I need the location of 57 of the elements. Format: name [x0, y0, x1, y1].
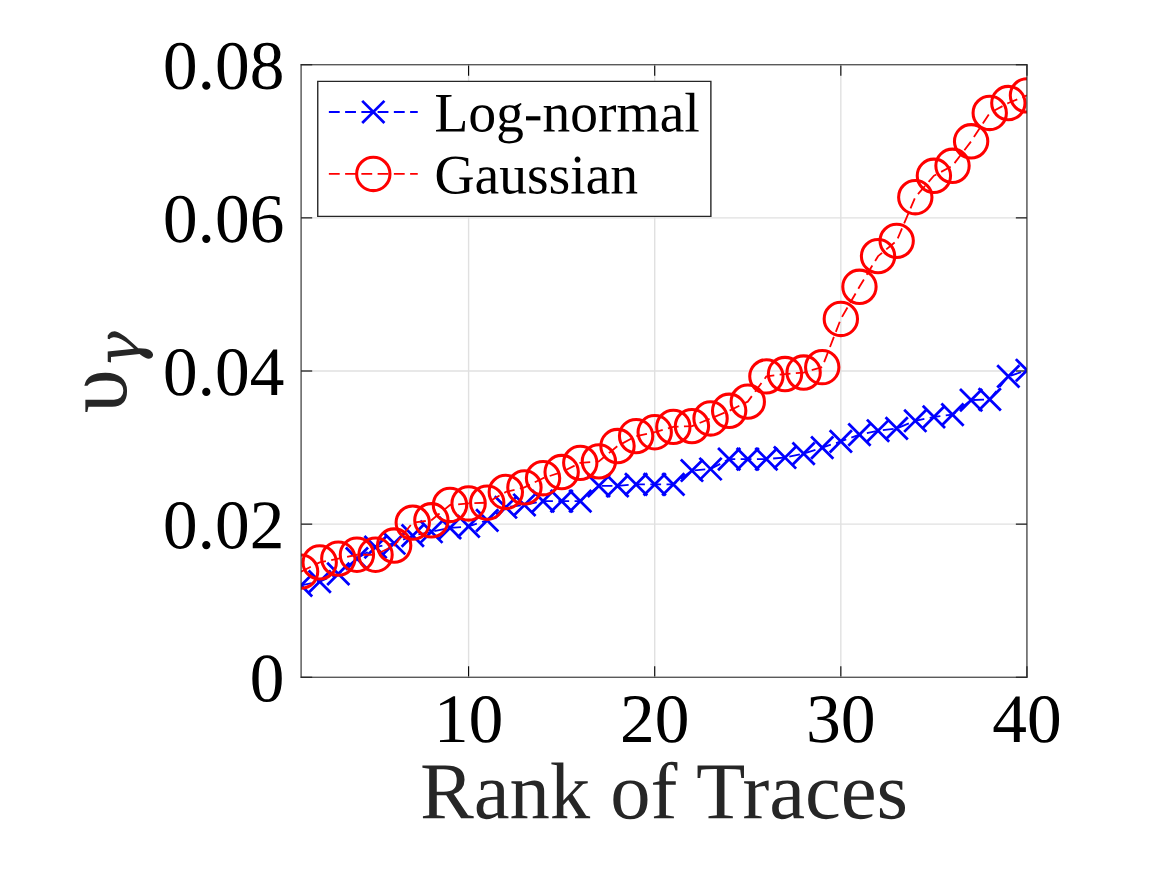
point — [934, 147, 971, 185]
point — [766, 355, 804, 393]
point — [543, 453, 580, 491]
point — [990, 84, 1027, 122]
point — [580, 443, 618, 480]
y-tick-label: 0 — [252, 655, 282, 703]
y-tick-label: 0.06 — [165, 195, 283, 243]
point — [828, 428, 854, 454]
point — [952, 123, 990, 160]
point — [487, 473, 525, 511]
point — [804, 348, 841, 386]
legend-label: Gaussian — [436, 156, 638, 194]
point — [902, 408, 928, 434]
point — [431, 486, 469, 524]
y-tick-label: 0.04 — [165, 348, 284, 397]
point — [692, 400, 729, 437]
point — [878, 222, 915, 260]
point — [562, 444, 599, 482]
point — [710, 392, 748, 430]
point — [729, 383, 766, 420]
point — [524, 459, 562, 497]
point — [413, 502, 450, 539]
point — [915, 157, 953, 194]
point — [469, 484, 506, 521]
point — [450, 485, 487, 522]
point — [357, 536, 394, 573]
point — [338, 536, 376, 573]
point — [636, 414, 673, 451]
x-axis-title: Rank of Traces — [422, 761, 906, 820]
x-tick-label: 30 — [809, 695, 873, 743]
point — [748, 358, 785, 395]
point — [673, 407, 711, 445]
y-axis-title: υ$_{γ}$ — [84, 331, 154, 413]
point — [809, 435, 835, 461]
x-tick-label: 20 — [623, 695, 687, 743]
x-tick-label: 40 — [993, 695, 1060, 743]
x-tick-label: 10 — [439, 695, 501, 743]
point — [394, 504, 431, 541]
point — [841, 268, 878, 305]
point — [897, 179, 934, 216]
point — [995, 363, 1021, 389]
point — [617, 417, 655, 455]
point — [375, 527, 413, 564]
y-tick-label: 0.08 — [165, 42, 282, 90]
point — [785, 354, 822, 391]
point — [791, 441, 817, 467]
y-tick-label: 0.02 — [165, 502, 281, 550]
point — [859, 237, 897, 275]
legend-label: Log-normal — [436, 92, 699, 144]
point — [599, 427, 636, 465]
point — [971, 94, 1008, 132]
point — [506, 469, 543, 506]
point — [320, 540, 357, 577]
point — [301, 544, 338, 581]
point — [846, 422, 872, 448]
point — [655, 408, 692, 446]
point — [822, 300, 860, 338]
